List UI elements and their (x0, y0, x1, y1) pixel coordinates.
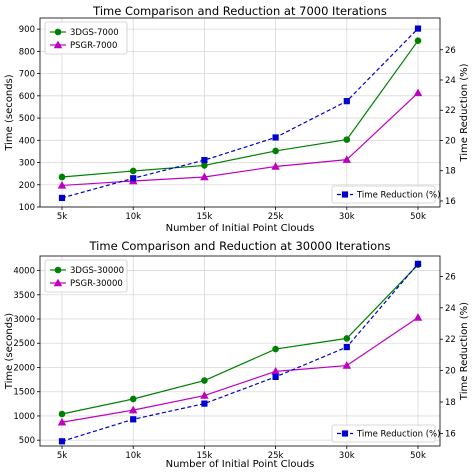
y-tick-label: 300 (19, 159, 35, 169)
x-axis-label: Number of Initial Point Clouds (166, 223, 315, 234)
y-tick-label: 200 (19, 181, 35, 191)
data-point (273, 346, 279, 352)
y2-tick-label: 18 (445, 398, 456, 408)
y2-tick-label: 22 (445, 335, 456, 345)
data-point (130, 168, 136, 174)
y-tick-label: 700 (19, 70, 35, 80)
y-axis-label: Time (seconds) (4, 313, 15, 390)
x-tick-label: 5k (57, 212, 67, 222)
y-tick-label: 500 (19, 436, 35, 446)
y-tick-label: 1500 (13, 388, 35, 398)
y2-tick-label: 24 (445, 304, 456, 314)
data-point (344, 336, 350, 342)
series-line-psgr-7000 (62, 93, 418, 185)
x-tick-label: 50k (410, 212, 426, 222)
data-point (59, 174, 65, 180)
y-tick-label: 3000 (13, 315, 35, 325)
legend-marker (342, 431, 347, 436)
data-point (415, 314, 422, 320)
legend-marker (55, 29, 61, 35)
y-tick-label: 100 (19, 203, 35, 213)
y2-tick-label: 26 (445, 272, 456, 282)
legend-label: PSGR-30000 (70, 279, 123, 289)
chart-7000-iterations: 5k 10k 15k 25k 30k 50k 100 200 300 400 500 600 700 80… (4, 4, 470, 234)
y2-axis-label: Time Reduction (%) (459, 63, 470, 162)
y2-axis-label: Time Reduction (%) (459, 302, 470, 401)
y-tick-label: 2500 (13, 339, 35, 349)
y-tick-label: 4000 (13, 267, 35, 277)
y-tick-label: 800 (19, 47, 35, 57)
y-axis-label: Time (seconds) (4, 74, 15, 151)
data-point (202, 158, 207, 163)
x-tick-label: 30k (339, 451, 355, 461)
y2-tick-label: 16 (445, 197, 456, 207)
y-tick-label: 3500 (13, 291, 35, 301)
x-tick-label: 30k (339, 212, 355, 222)
data-point (202, 378, 208, 384)
y-tick-label: 2000 (13, 363, 35, 373)
legend-marker (55, 267, 61, 273)
data-point (131, 417, 136, 422)
data-point (344, 99, 349, 104)
x-tick-label: 10k (125, 212, 141, 222)
data-point (415, 38, 421, 44)
y2-tick-label: 26 (445, 46, 456, 56)
chart-title: Time Comparison and Reduction at 7000 It… (92, 4, 387, 18)
data-point (131, 176, 136, 181)
y-tick-label: 600 (19, 92, 35, 102)
data-point (273, 135, 278, 140)
x-tick-label: 5k (57, 451, 67, 461)
legend-label: Time Reduction (%) (356, 430, 440, 440)
y2-tick-label: 16 (445, 429, 456, 439)
data-point (415, 261, 420, 266)
y2-tick-label: 20 (445, 136, 456, 146)
data-point (202, 401, 207, 406)
y-tick-label: 900 (19, 25, 35, 35)
y2-tick-label: 18 (445, 167, 456, 177)
data-point (344, 137, 350, 143)
data-point (415, 26, 420, 31)
series-line-3dgs-7000 (62, 41, 418, 177)
data-point (59, 411, 65, 417)
y-tick-label: 500 (19, 114, 35, 124)
data-point (273, 374, 278, 379)
data-point (273, 148, 279, 154)
x-axis-label: Number of Initial Point Clouds (166, 459, 315, 470)
y2-tick-label: 24 (445, 76, 456, 86)
y-tick-label: 400 (19, 136, 35, 146)
chart-title: Time Comparison and Reduction at 30000 I… (89, 239, 391, 253)
series-line-psgr-30000 (62, 318, 418, 423)
legend-label: 3DGS-7000 (70, 28, 119, 38)
legend-marker (342, 192, 347, 197)
data-point (130, 396, 136, 402)
y2-tick-label: 20 (445, 367, 456, 377)
x-tick-label: 50k (410, 451, 426, 461)
data-point (202, 163, 208, 169)
legend-label: PSGR-7000 (70, 41, 117, 51)
data-point (59, 439, 64, 444)
legend-label: Time Reduction (%) (356, 191, 440, 201)
chart-30000-iterations: 5k 10k 15k 25k 30k 50k 500 1000 1500 2000 2500 3000… (4, 239, 470, 470)
x-tick-label: 10k (125, 451, 141, 461)
data-point (344, 344, 349, 349)
y2-tick-label: 22 (445, 106, 456, 116)
data-point (59, 195, 64, 200)
y-tick-label: 1000 (13, 412, 35, 422)
x-tick-label: 25k (268, 212, 284, 222)
data-point (415, 90, 422, 96)
legend-label: 3DGS-30000 (70, 266, 124, 276)
x-tick-label: 15k (197, 212, 213, 222)
